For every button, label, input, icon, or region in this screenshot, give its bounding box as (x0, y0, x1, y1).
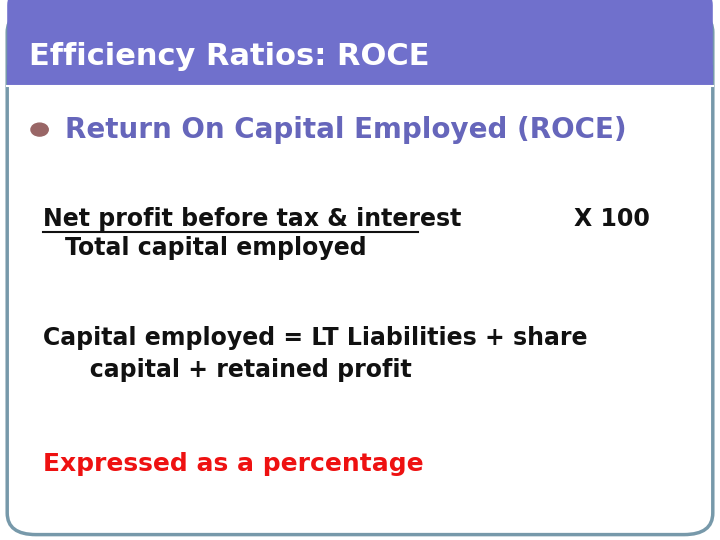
FancyBboxPatch shape (7, 0, 713, 86)
Text: X 100: X 100 (574, 207, 650, 231)
Text: Total capital employed: Total capital employed (65, 237, 366, 260)
Text: Expressed as a percentage: Expressed as a percentage (43, 453, 424, 476)
Circle shape (31, 123, 48, 136)
Text: capital + retained profit: capital + retained profit (65, 358, 412, 382)
FancyBboxPatch shape (7, 11, 713, 535)
Text: Net profit before tax & interest: Net profit before tax & interest (43, 207, 462, 231)
Bar (7, 65, 713, 86)
Text: Efficiency Ratios: ROCE: Efficiency Ratios: ROCE (29, 42, 429, 71)
Text: Return On Capital Employed (ROCE): Return On Capital Employed (ROCE) (65, 116, 626, 144)
Text: Capital employed = LT Liabilities + share: Capital employed = LT Liabilities + shar… (43, 326, 588, 349)
